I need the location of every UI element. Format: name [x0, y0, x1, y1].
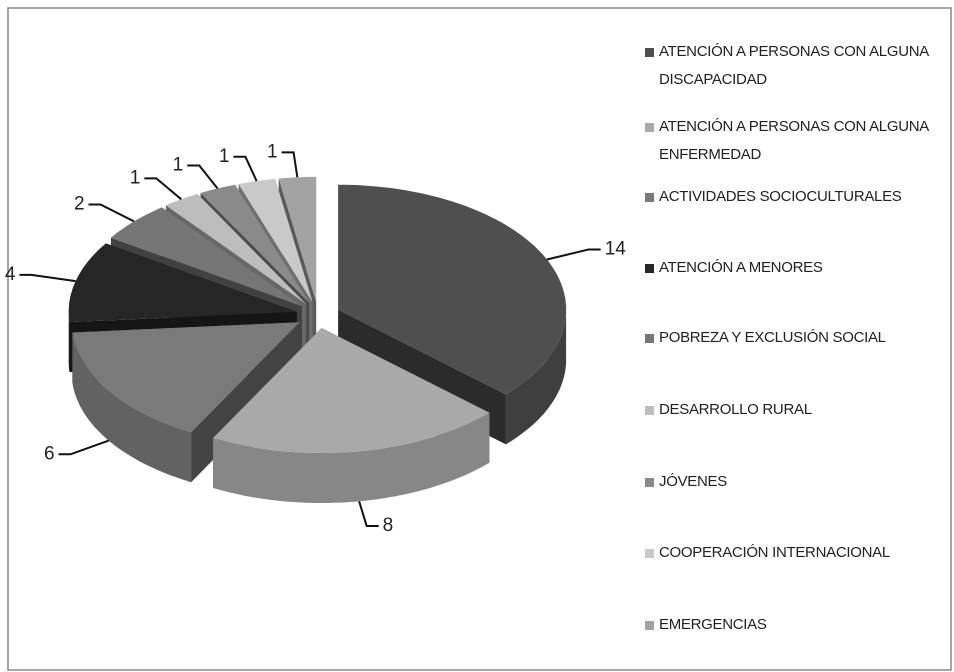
legend-item: JÓVENES [645, 468, 945, 496]
slice-wall [505, 309, 567, 445]
data-label: 1 [219, 146, 230, 167]
leader-line [358, 501, 379, 527]
legend-label: ACTIVIDADES SOCIOCULTURALES [659, 188, 902, 205]
leader-line [58, 439, 110, 456]
legend-swatch [645, 478, 654, 487]
data-label: 4 [5, 264, 16, 285]
legend-swatch [645, 123, 654, 132]
slice [68, 243, 297, 323]
slice [338, 184, 567, 395]
slice-wall [68, 311, 70, 373]
legend-item: ATENCIÓN A MENORES [645, 254, 945, 282]
legend-item: DESARROLLO RURAL [645, 396, 945, 424]
leader-line [233, 155, 258, 182]
leader-line [88, 203, 135, 223]
legend-label: POBREZA Y EXCLUSIÓN SOCIAL [659, 329, 886, 346]
data-label: 6 [44, 443, 55, 464]
slice [165, 194, 306, 304]
legend-swatch [645, 264, 654, 273]
legend-label: JÓVENES [659, 473, 727, 490]
data-label: 1 [130, 167, 141, 188]
leader-line [281, 151, 299, 178]
data-label: 1 [267, 141, 278, 162]
leader-line [187, 164, 219, 190]
slice [278, 176, 317, 302]
leader-line [546, 248, 601, 261]
legend-swatch [645, 193, 654, 202]
legend-label: ATENCIÓN A MENORES [659, 259, 823, 276]
legend-item: EMERGENCIAS [645, 611, 945, 639]
slice [110, 207, 302, 307]
legend-item: ATENCIÓN A PERSONAS CON ALGUNA ENFERMEDA… [645, 113, 945, 169]
leader-line [19, 273, 76, 283]
legend-label: DESARROLLO RURAL [659, 401, 812, 418]
slice [238, 178, 313, 303]
legend-swatch [645, 334, 654, 343]
data-label: 8 [383, 515, 394, 536]
leader-line [144, 177, 182, 201]
slice-wall [213, 412, 490, 503]
legend-swatch [645, 48, 654, 57]
legend-swatch [645, 406, 654, 415]
legend-item: ACTIVIDADES SOCIOCULTURALES [645, 183, 945, 211]
legend-swatch [645, 621, 654, 630]
legend-item: ATENCIÓN A PERSONAS CON ALGUNA DISCAPACI… [645, 38, 945, 94]
data-label: 14 [605, 238, 627, 259]
slice [72, 322, 300, 433]
legend-label: EMERGENCIAS [659, 616, 767, 633]
legend-label: ATENCIÓN A PERSONAS CON ALGUNA ENFERMEDA… [659, 118, 929, 163]
frame [7, 7, 952, 671]
data-label: 1 [173, 155, 184, 176]
slice [200, 184, 310, 303]
slice [213, 328, 490, 453]
data-label: 2 [74, 193, 85, 214]
legend-label: ATENCIÓN A PERSONAS CON ALGUNA DISCAPACI… [659, 43, 929, 88]
legend-swatch [645, 549, 654, 558]
legend-item: POBREZA Y EXCLUSIÓN SOCIAL [645, 324, 945, 352]
legend-label: COOPERACIÓN INTERNACIONAL [659, 544, 890, 561]
legend-item: COOPERACIÓN INTERNACIONAL [645, 539, 945, 567]
slice-wall [72, 332, 192, 483]
